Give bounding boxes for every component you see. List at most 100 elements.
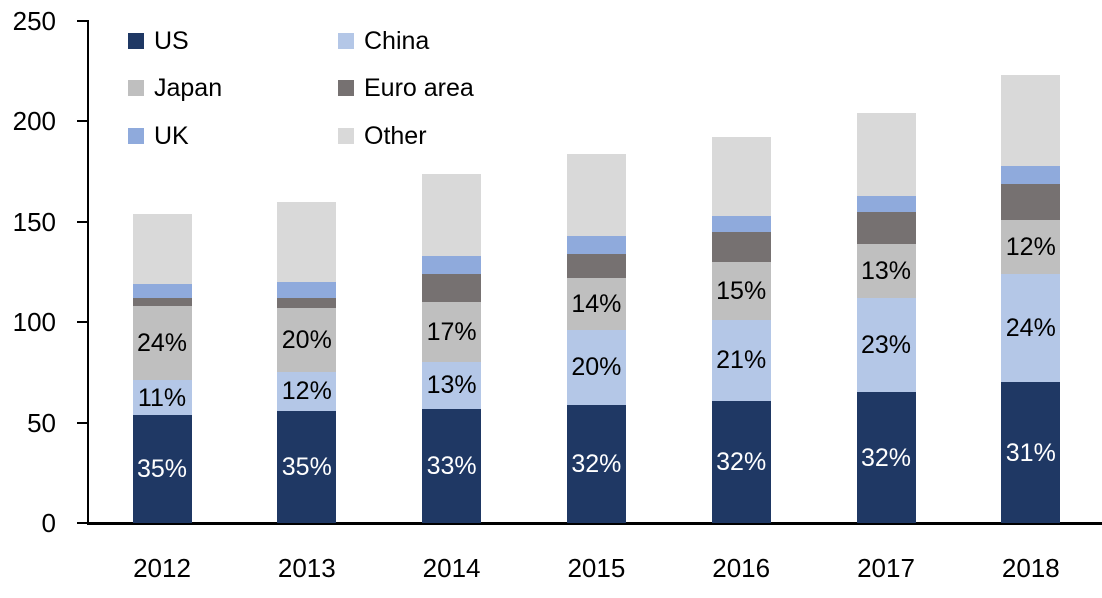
segment-label-japan-2018: 12% (1005, 232, 1056, 261)
legend-label-uk: UK (154, 121, 189, 150)
bar-segment-other-2016 (711, 137, 771, 216)
y-axis-label-150: 150 (12, 206, 56, 237)
legend-label-china: China (364, 26, 430, 55)
bar-segment-japan-2014 (422, 302, 482, 363)
x-axis-label-2014: 2014 (422, 553, 481, 583)
bar-segment-uk-2013 (277, 282, 337, 299)
segment-label-us-2012: 35% (136, 454, 188, 483)
bar-segment-china-2018 (1001, 274, 1061, 383)
bar-segment-us-2015 (566, 404, 626, 523)
segment-label-china-2018: 24% (1005, 314, 1056, 343)
bar-segment-uk-2014 (422, 255, 482, 274)
legend-swatch-us (128, 33, 144, 49)
segment-label-us-2013: 35% (281, 452, 332, 481)
x-axis-label-2016: 2016 (712, 553, 771, 583)
bar-segment-us-2017 (856, 392, 916, 523)
bar-segment-japan-2012 (132, 306, 192, 381)
segment-label-us-2018: 31% (1005, 438, 1056, 467)
legend-item-euro-area: Euro area (338, 72, 474, 104)
segment-label-china-2014: 13% (426, 371, 477, 400)
bar-segment-uk-2017 (856, 195, 916, 212)
legend-label-japan: Japan (154, 73, 223, 102)
bar-segment-china-2017 (856, 298, 916, 393)
bar-segment-us-2018 (1001, 382, 1061, 523)
y-axis-line (87, 20, 89, 524)
y-axis-label-200: 200 (12, 106, 56, 137)
segment-label-us-2015: 32% (571, 449, 622, 478)
bar-segment-japan-2017 (856, 243, 916, 299)
bar-segment-euro-area-2016 (711, 231, 771, 262)
legend-swatch-other (338, 128, 354, 144)
bar-segment-japan-2015 (566, 278, 626, 331)
legend-item-china: China (338, 25, 429, 57)
legend-label-other: Other (364, 121, 427, 150)
segment-label-japan-2015: 14% (571, 290, 622, 319)
segment-label-china-2016: 21% (716, 346, 767, 375)
y-axis-tick-100 (77, 321, 88, 324)
bar-segment-china-2013 (277, 372, 337, 411)
bar-segment-euro-area-2018 (1001, 183, 1061, 220)
bar-segment-china-2016 (711, 320, 771, 401)
x-axis-label-2017: 2017 (857, 553, 915, 583)
y-axis-label-50: 50 (27, 407, 56, 438)
bar-segment-other-2018 (1001, 75, 1061, 166)
bar-segment-euro-area-2017 (856, 211, 916, 244)
x-axis-label-2012: 2012 (133, 553, 191, 583)
bar-segment-other-2017 (856, 113, 916, 196)
bar-segment-japan-2016 (711, 261, 771, 321)
bar-segment-other-2012 (132, 213, 192, 285)
segment-label-china-2013: 12% (281, 377, 332, 406)
bar-segment-us-2014 (422, 408, 482, 523)
bar-segment-other-2013 (277, 201, 337, 283)
legend-item-japan: Japan (128, 72, 222, 104)
y-axis-tick-50 (77, 421, 88, 424)
segment-label-japan-2017: 13% (860, 256, 912, 285)
bar-segment-uk-2012 (132, 284, 192, 299)
bar-segment-china-2015 (566, 330, 626, 405)
y-axis-tick-250 (77, 20, 88, 22)
y-axis-tick-200 (77, 120, 88, 123)
segment-label-us-2017: 32% (860, 443, 912, 472)
bar-segment-japan-2013 (277, 308, 337, 373)
y-axis-tick-0 (77, 522, 88, 524)
segment-label-us-2014: 33% (426, 451, 477, 480)
bar-segment-euro-area-2013 (277, 298, 337, 309)
bar-segment-other-2015 (566, 153, 626, 236)
segment-label-china-2012: 11% (137, 383, 187, 412)
y-axis-label-250: 250 (12, 6, 56, 36)
bar-segment-uk-2015 (566, 235, 626, 254)
bar-segment-other-2014 (422, 173, 482, 256)
x-axis-label-2018: 2018 (1001, 553, 1060, 583)
legend-item-uk: UK (128, 120, 189, 152)
legend-swatch-euro-area (338, 80, 354, 96)
segment-label-japan-2012: 24% (136, 329, 188, 358)
bar-segment-euro-area-2014 (422, 274, 482, 303)
legend-swatch-japan (128, 80, 144, 96)
bar-segment-china-2014 (422, 362, 482, 409)
bar-segment-us-2013 (277, 410, 337, 523)
x-axis-label-2013: 2013 (277, 553, 336, 583)
x-axis-line (87, 522, 1102, 525)
segment-label-china-2015: 20% (571, 353, 622, 382)
bar-segment-euro-area-2012 (132, 298, 192, 307)
legend-label-us: US (154, 26, 189, 55)
segment-label-japan-2013: 20% (281, 326, 332, 355)
bar-segment-us-2012 (132, 414, 192, 523)
segment-label-japan-2014: 17% (426, 318, 477, 347)
legend-item-other: Other (338, 120, 427, 152)
bar-segment-euro-area-2015 (566, 253, 626, 279)
segment-label-japan-2016: 15% (716, 277, 767, 306)
bar-segment-china-2012 (132, 380, 192, 415)
segment-label-us-2016: 32% (716, 447, 767, 476)
y-axis-label-0: 0 (41, 508, 56, 538)
y-axis-tick-150 (77, 220, 88, 223)
bar-segment-uk-2018 (1001, 165, 1061, 184)
y-axis-label-100: 100 (12, 307, 56, 338)
bar-segment-us-2016 (711, 400, 771, 523)
legend-item-us: US (128, 25, 189, 57)
legend-label-euro-area: Euro area (364, 73, 474, 102)
legend-swatch-uk (128, 128, 144, 144)
bar-segment-japan-2018 (1001, 219, 1061, 274)
x-axis-label-2015: 2015 (567, 553, 626, 583)
